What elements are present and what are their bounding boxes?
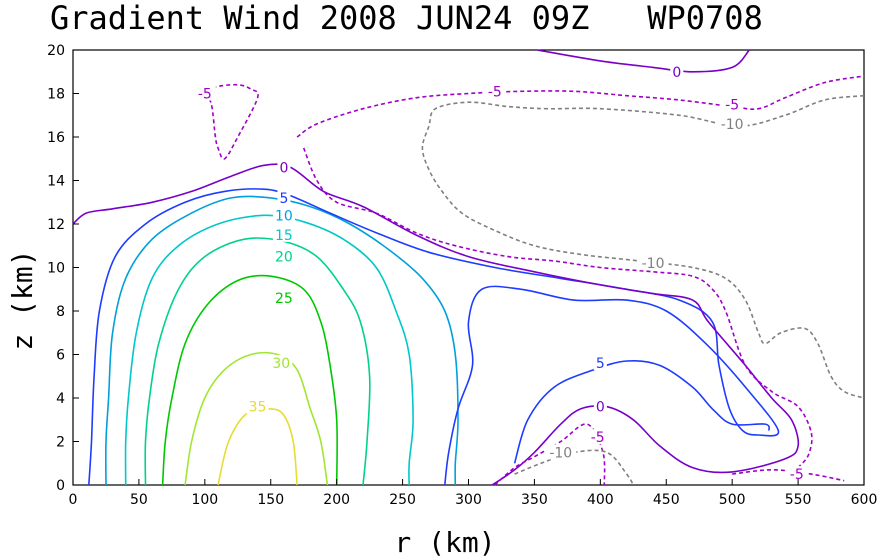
contour-label: 10: [275, 208, 293, 224]
x-tick-label: 200: [323, 492, 350, 508]
contour-label: -5: [198, 87, 212, 103]
contour-label: 30: [272, 356, 290, 372]
y-tick-label: 0: [56, 478, 65, 494]
contour-line: [184, 351, 329, 486]
contour-line: [732, 469, 845, 482]
contour-line: [296, 75, 865, 138]
contour-label: 15: [275, 228, 293, 244]
contour-label-bg: [637, 255, 669, 271]
contour-label: -10: [642, 256, 665, 272]
y-tick-label: 4: [56, 391, 65, 407]
contour-label-bg: [246, 398, 269, 414]
x-tick-label: 500: [719, 492, 746, 508]
contour-label-bg: [272, 248, 295, 264]
contour-label: 20: [275, 250, 293, 266]
x-tick-label: 150: [257, 492, 284, 508]
contour-line: [302, 147, 813, 469]
contour-label: -5: [790, 467, 804, 483]
chart-title: Gradient Wind 2008 JUN24 09Z WP0708: [50, 0, 763, 37]
y-tick-label: 6: [56, 348, 65, 364]
contour-line: [104, 195, 459, 486]
x-tick-label: 350: [521, 492, 548, 508]
y-tick-label: 10: [47, 261, 65, 277]
contour-label-bg: [785, 466, 808, 482]
contour-label: 0: [672, 65, 681, 81]
contour-label-bg: [545, 444, 577, 460]
x-tick-label: 300: [455, 492, 482, 508]
contour-label: -10: [549, 445, 572, 461]
contour-line: [514, 449, 634, 486]
x-axis-label: r (km): [394, 526, 495, 559]
x-tick-label: 550: [785, 492, 812, 508]
y-tick-label: 12: [47, 217, 65, 233]
y-tick-label: 2: [56, 435, 65, 451]
axis-ticks: 0 50 100 150 200 250 300 350 400 450 500 550 6000246…: [47, 43, 877, 508]
x-tick-label: 400: [587, 492, 614, 508]
contour-label: 0: [596, 400, 605, 416]
y-axis-label: z (km): [6, 249, 39, 350]
contour-line: [124, 214, 414, 486]
contour-level-25: 25: [161, 274, 338, 486]
contour-label: -5: [591, 430, 605, 446]
contour-line: [513, 359, 770, 464]
contour-label-bg: [272, 207, 295, 223]
x-tick-label: 450: [653, 492, 680, 508]
contour-level-5: 55: [88, 188, 780, 486]
contour-label-bg: [586, 429, 609, 445]
contour-label: 5: [279, 191, 288, 207]
contour-label-bg: [270, 355, 293, 371]
contour-label: 5: [596, 356, 605, 372]
contour-label: 35: [249, 400, 267, 416]
contour-label-bg: [670, 63, 684, 79]
contour-line: [204, 83, 259, 160]
contour-label-bg: [593, 398, 607, 414]
x-tick-label: 50: [130, 492, 148, 508]
contour-line: [217, 407, 298, 486]
contour-label-bg: [272, 289, 295, 305]
contour-level--10: -10 -10 -10: [421, 94, 865, 486]
contour-level-0: 0 0 0: [72, 49, 800, 486]
contour-line: [494, 423, 606, 486]
contour-line: [144, 237, 371, 486]
contour-label: -5: [725, 97, 739, 113]
plot-frame: [72, 49, 865, 486]
contour-line: [161, 274, 338, 486]
contour-label-bg: [483, 83, 506, 99]
contour-level-30: 30: [184, 351, 329, 486]
y-tick-label: 8: [56, 304, 65, 320]
contour-level--5: -5 -5 -5 -5 -5: [193, 75, 865, 486]
contour-line: [421, 94, 865, 399]
y-tick-label: 18: [47, 87, 65, 103]
contour-label: -10: [721, 117, 744, 133]
x-tick-label: 0: [69, 492, 78, 508]
contour-label-bg: [277, 159, 291, 175]
contour-label-bg: [721, 96, 744, 112]
contour-level-15: 15: [124, 214, 414, 486]
y-tick-label: 16: [47, 130, 65, 146]
contour-label-bg: [716, 115, 748, 131]
contour-label-bg: [193, 85, 216, 101]
contour-label-bg: [272, 226, 295, 242]
contour-label-bg: [593, 355, 607, 371]
contour-line: [72, 163, 800, 486]
contour-level-10: 10: [104, 195, 459, 486]
y-tick-label: 14: [47, 174, 65, 190]
y-tick-label: 20: [47, 43, 65, 59]
x-tick-label: 600: [851, 492, 878, 508]
contour-level-35: 35: [217, 398, 298, 486]
contour-label-bg: [277, 189, 291, 205]
contour-label: 25: [275, 291, 293, 307]
contour-line: [536, 49, 750, 73]
contour-line: [88, 188, 780, 486]
contour-label: 0: [279, 160, 288, 176]
contour-label: -5: [488, 84, 502, 100]
x-tick-label: 100: [191, 492, 218, 508]
contour-level-20: 20: [144, 237, 371, 486]
x-tick-label: 250: [389, 492, 416, 508]
